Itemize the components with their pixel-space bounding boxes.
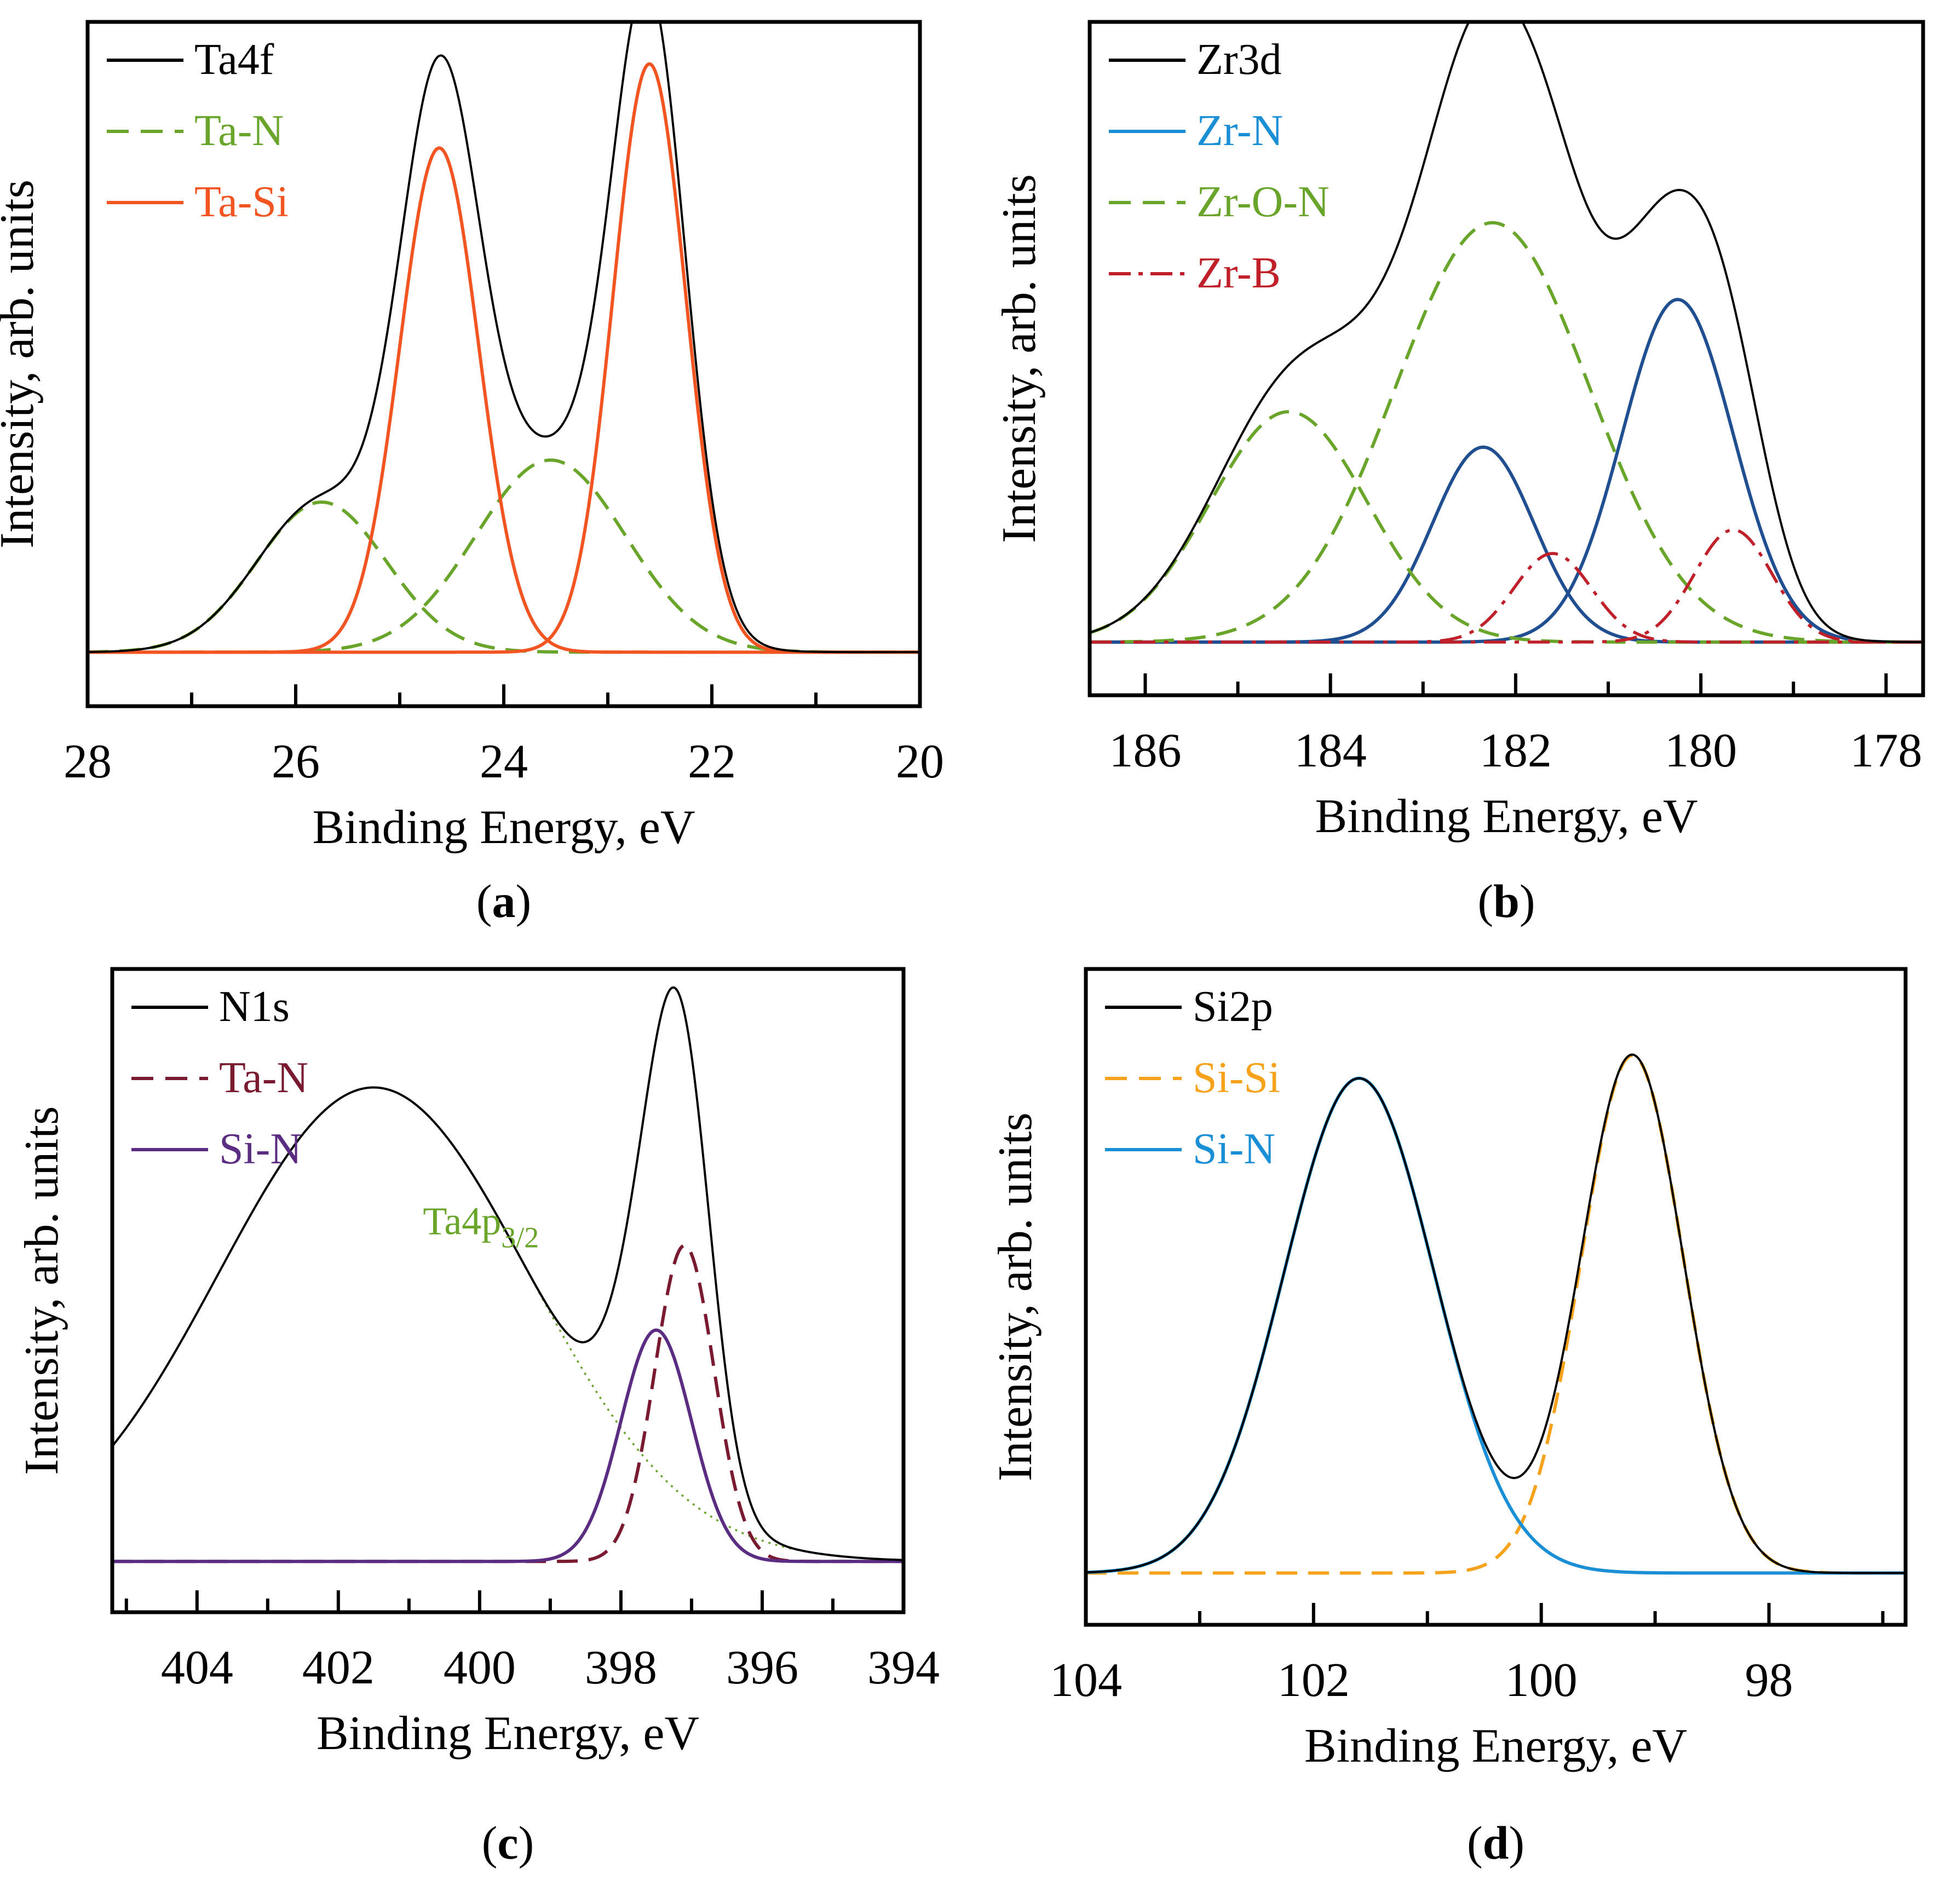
x-tick-label: 404	[161, 1641, 233, 1694]
x-tick-label: 394	[867, 1641, 940, 1694]
panel-caption: (d)	[1467, 1816, 1524, 1869]
x-axis-label: Binding Energy, eV	[312, 801, 695, 854]
x-tick-label: 26	[272, 735, 320, 788]
series-line-si2p	[1086, 1053, 1906, 1574]
series-peak-zr-b-2	[1090, 528, 1923, 644]
x-tick-label: 178	[1850, 724, 1922, 777]
panel-a: 28 26 24 22 20 Binding Energy, eV Intensity, a…	[0, 20, 944, 927]
series-line-zr3d	[1090, 22, 1923, 643]
x-tick-label: 28	[64, 735, 112, 788]
x-tick-label: 180	[1665, 724, 1737, 777]
series-peak-ta-n-1	[112, 1244, 904, 1563]
series-peak-zr-n-2	[1090, 298, 1923, 644]
x-tick-label: 184	[1294, 724, 1367, 777]
panel-caption: (c)	[482, 1816, 534, 1869]
legend-label-si-n: Si-N	[1193, 1125, 1275, 1173]
x-axis-label: Binding Energy, eV	[1315, 790, 1697, 843]
x-tick-label: 400	[444, 1641, 516, 1694]
x-tick-label: 186	[1109, 724, 1181, 777]
x-axis-label: Binding Energy, eV	[317, 1707, 699, 1760]
series-peak-ta-n-2	[88, 458, 920, 654]
x-tick-label: 102	[1278, 1654, 1350, 1707]
y-axis-label: Intensity, arb. units	[15, 1106, 68, 1475]
panel-b: 186 184 182 180 178 Binding Energy, eV Intensi…	[993, 20, 1925, 927]
y-axis-label: Intensity, arb. units	[993, 174, 1046, 543]
x-tick-label: 182	[1480, 724, 1552, 777]
legend-label-ta4f: Ta4f	[194, 36, 274, 84]
x-tick-label: 20	[896, 735, 944, 788]
legend-label-ta-si: Ta-Si	[194, 178, 289, 226]
legend-label-si-si: Si-Si	[1193, 1054, 1280, 1102]
x-tick-label: 398	[585, 1641, 657, 1694]
x-tick-label: 98	[1745, 1654, 1793, 1707]
plot-area	[1086, 1053, 1906, 1575]
x-tick-label: 402	[302, 1641, 375, 1694]
legend-label-si-n: Si-N	[219, 1125, 302, 1173]
series-peak-ta-si-2	[88, 62, 920, 654]
series-line-ta4f	[88, 22, 920, 654]
legend-label-zr-b: Zr-B	[1196, 249, 1281, 297]
legend-label-si2p: Si2p	[1193, 983, 1273, 1031]
panel-caption: (b)	[1477, 875, 1535, 927]
panel-c: 404 402 400 398 396 394 Binding Energy, eV Inte…	[15, 967, 940, 1869]
y-axis-label: Intensity, arb. units	[989, 1112, 1042, 1481]
axes-frame	[1084, 967, 1908, 1627]
series-peak-si-n-1	[112, 1328, 904, 1563]
plot-area	[112, 986, 904, 1563]
x-tick-label: 100	[1505, 1654, 1578, 1707]
legend-label-n1s: N1s	[219, 983, 290, 1031]
legend-label-zr-n: Zr-N	[1196, 107, 1283, 155]
axes-frame	[1087, 20, 1925, 697]
y-axis-label: Intensity, arb. units	[0, 180, 44, 549]
peak-annotation: Ta4p3/2	[423, 1199, 539, 1254]
plot-area	[88, 22, 920, 654]
x-tick-label: 22	[688, 735, 736, 788]
axes-frame	[110, 967, 906, 1614]
legend-label-ta-n: Ta-N	[219, 1054, 308, 1102]
x-tick-label: 24	[480, 735, 528, 788]
panel-d: 104 102 100 98 Binding Energy, eV Intensity, …	[989, 967, 1908, 1869]
series-line-n1s	[112, 986, 904, 1561]
x-axis-label: Binding Energy, eV	[1304, 1720, 1687, 1773]
x-tick-label: 396	[726, 1641, 798, 1694]
series-peak-zr-o-n-2	[1090, 221, 1923, 644]
panel-caption: (a)	[476, 875, 531, 927]
legend-label-ta-n: Ta-N	[194, 107, 284, 155]
plot-area	[1090, 22, 1923, 644]
legend-label-zr-o-n: Zr-O-N	[1196, 178, 1330, 226]
x-tick-label: 104	[1050, 1654, 1122, 1707]
legend-label-zr3d: Zr3d	[1196, 36, 1282, 84]
series-peak-zr-b-1	[1090, 552, 1923, 644]
